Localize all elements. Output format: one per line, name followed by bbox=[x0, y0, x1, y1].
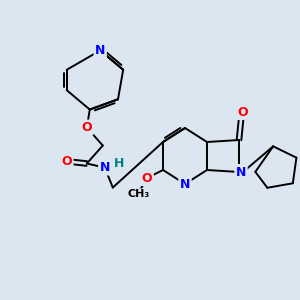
Text: O: O bbox=[142, 172, 152, 184]
Text: H: H bbox=[114, 157, 124, 170]
Text: O: O bbox=[82, 121, 92, 134]
Text: N: N bbox=[95, 44, 105, 57]
Text: CH₃: CH₃ bbox=[128, 189, 150, 199]
Text: N: N bbox=[100, 161, 110, 174]
Text: O: O bbox=[238, 106, 248, 118]
Text: O: O bbox=[61, 155, 72, 168]
Text: N: N bbox=[236, 166, 246, 178]
Text: N: N bbox=[180, 178, 190, 190]
